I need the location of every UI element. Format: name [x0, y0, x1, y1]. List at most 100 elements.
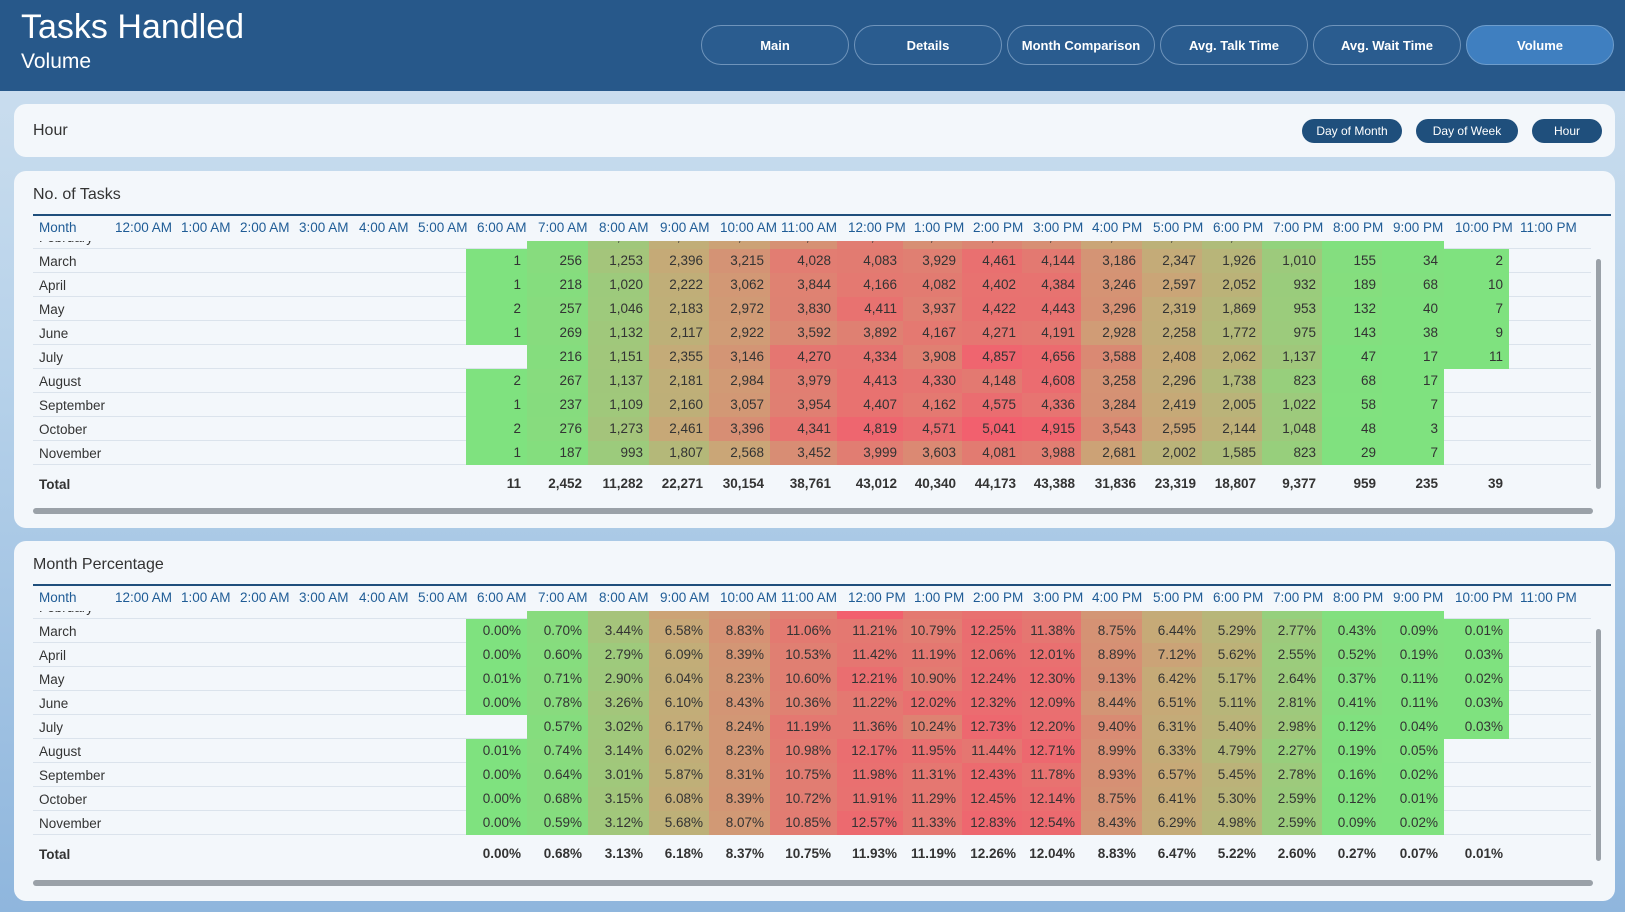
tasks-cell: 3,258 [1081, 369, 1142, 393]
nav-month-comparison-button[interactable]: Month Comparison [1007, 25, 1155, 65]
tasks-header-16[interactable]: 3:00 PM [1033, 220, 1084, 235]
tasks-cell: 3,246 [1081, 273, 1142, 297]
pct-header-23[interactable]: 10:00 PM [1455, 590, 1513, 605]
pct-header-10[interactable]: 9:00 AM [660, 590, 710, 605]
tasks-header-4[interactable]: 3:00 AM [299, 220, 349, 235]
pct-cell: 3.02% [588, 715, 649, 739]
pct-header-11[interactable]: 10:00 AM [720, 590, 778, 605]
pct-cell: 2.27% [1262, 739, 1322, 763]
tasks-header-14[interactable]: 1:00 PM [914, 220, 965, 235]
pct-header-5[interactable]: 4:00 AM [359, 590, 409, 605]
pct-header-17[interactable]: 4:00 PM [1092, 590, 1143, 605]
pct-header-21[interactable]: 8:00 PM [1333, 590, 1384, 605]
hour-button[interactable]: Hour [1532, 119, 1602, 143]
tasks-header-0[interactable]: Month [39, 220, 77, 235]
tasks-matrix: Month 12:00 AM 1:00 AM 2:00 AM 3:00 AM 4:00 A… [33, 214, 1611, 518]
pct-header-18[interactable]: 5:00 PM [1153, 590, 1204, 605]
tasks-cell: 4,162 [903, 393, 962, 417]
tasks-cell: 2,319 [1142, 297, 1202, 321]
pct-header-4[interactable]: 3:00 AM [299, 590, 349, 605]
pct-header-16[interactable]: 3:00 PM [1033, 590, 1084, 605]
pct-header-2[interactable]: 1:00 AM [181, 590, 231, 605]
nav-avg-wait-time-button[interactable]: Avg. Wait Time [1313, 25, 1461, 65]
tasks-header-18[interactable]: 5:00 PM [1153, 220, 1204, 235]
nav-details-button[interactable]: Details [854, 25, 1002, 65]
pct-cell: 0.19% [1382, 643, 1444, 667]
pct-header-15[interactable]: 2:00 PM [973, 590, 1024, 605]
tasks-cell: 4,413 [837, 369, 903, 393]
pct-cell: 8.43% [1081, 811, 1142, 835]
tasks-header-13[interactable]: 12:00 PM [848, 220, 906, 235]
tasks-cell: 5,041 [962, 417, 1022, 441]
percentage-vertical-scrollbar[interactable] [1596, 629, 1601, 861]
tasks-cell: 1,738 [1202, 369, 1262, 393]
pct-header-3[interactable]: 2:00 AM [240, 590, 290, 605]
tasks-header-12[interactable]: 11:00 AM [781, 220, 838, 235]
tasks-cell: 2,461 [649, 417, 709, 441]
pct-header-0[interactable]: Month [39, 590, 77, 605]
tasks-header-23[interactable]: 10:00 PM [1455, 220, 1513, 235]
pct-header-8[interactable]: 7:00 AM [538, 590, 588, 605]
tasks-header-8[interactable]: 7:00 AM [538, 220, 588, 235]
tasks-horizontal-scrollbar[interactable] [33, 508, 1593, 514]
nav-avg-talk-time-button[interactable]: Avg. Talk Time [1160, 25, 1308, 65]
tasks-header-20[interactable]: 7:00 PM [1273, 220, 1324, 235]
tasks-row: April 1 218 1,020 2,222 3,062 3,844 4,166 4,082 4… [33, 273, 1591, 297]
pct-row-month: November [39, 816, 102, 831]
pct-header-24[interactable]: 11:00 PM [1520, 590, 1577, 605]
tasks-header-21[interactable]: 8:00 PM [1333, 220, 1384, 235]
tasks-header-10[interactable]: 9:00 AM [660, 220, 710, 235]
nav-volume-button[interactable]: Volume [1466, 25, 1614, 65]
pct-header-14[interactable]: 1:00 PM [914, 590, 965, 605]
tasks-header-2[interactable]: 1:00 AM [181, 220, 231, 235]
tasks-header-3[interactable]: 2:00 AM [240, 220, 290, 235]
pct-cell: 2.78% [1262, 763, 1322, 787]
pct-row-month: October [39, 792, 88, 807]
tasks-header-9[interactable]: 8:00 AM [599, 220, 649, 235]
tasks-rows: February2051,1332,2332,7033,3114,0233,37… [33, 241, 1591, 473]
nav-main-button[interactable]: Main [701, 25, 849, 65]
pct-header-19[interactable]: 6:00 PM [1213, 590, 1264, 605]
pct-header-12[interactable]: 11:00 AM [781, 590, 838, 605]
tasks-cell: 155 [1322, 249, 1382, 273]
tasks-cell: 651 [1262, 241, 1322, 249]
day-of-week-button[interactable]: Day of Week [1416, 119, 1518, 143]
tasks-header-5[interactable]: 4:00 AM [359, 220, 409, 235]
tasks-header-24[interactable]: 11:00 PM [1520, 220, 1577, 235]
pct-header-1[interactable]: 12:00 AM [115, 590, 173, 605]
tasks-cell: 276 [527, 417, 588, 441]
pct-cell: 12.73% [962, 715, 1022, 739]
tasks-vertical-scrollbar[interactable] [1596, 259, 1601, 489]
tasks-header-22[interactable]: 9:00 PM [1393, 220, 1444, 235]
tasks-matrix-panel: No. of Tasks Month 12:00 AM 1:00 AM 2:00 AM… [14, 171, 1615, 528]
pct-row-month: March [39, 624, 77, 639]
pct-cell: 0.09% [1322, 811, 1382, 835]
tasks-header-11[interactable]: 10:00 AM [720, 220, 778, 235]
pct-header-9[interactable]: 8:00 AM [599, 590, 649, 605]
tasks-cell: 4,402 [962, 273, 1022, 297]
pct-header-7[interactable]: 6:00 AM [477, 590, 527, 605]
pct-cell: 2.59% [1262, 811, 1322, 835]
tasks-cell: 4,341 [770, 417, 837, 441]
tasks-header-17[interactable]: 4:00 PM [1092, 220, 1143, 235]
tasks-header-15[interactable]: 2:00 PM [973, 220, 1024, 235]
tasks-cell: 3 [1382, 417, 1444, 441]
tasks-header-1[interactable]: 12:00 AM [115, 220, 173, 235]
tasks-header-19[interactable]: 6:00 PM [1213, 220, 1264, 235]
tasks-header-7[interactable]: 6:00 AM [477, 220, 527, 235]
tasks-cell: 3,892 [837, 321, 903, 345]
pct-header-6[interactable]: 5:00 AM [418, 590, 468, 605]
percentage-horizontal-scrollbar[interactable] [33, 880, 1593, 886]
tasks-cell: 4,148 [962, 369, 1022, 393]
tasks-header-6[interactable]: 5:00 AM [418, 220, 468, 235]
pct-header-22[interactable]: 9:00 PM [1393, 590, 1444, 605]
pct-row: July 0.57% 3.02% 6.17% 8.24% 11.19% 11.36% 10.2… [33, 715, 1591, 739]
day-of-month-button[interactable]: Day of Month [1302, 119, 1402, 143]
pct-header-13[interactable]: 12:00 PM [848, 590, 906, 605]
pct-cell: 0.71% [527, 667, 588, 691]
tasks-cell: 3,311 [770, 241, 837, 249]
pct-cell: 11.36% [837, 715, 903, 739]
tasks-cell: 1 [466, 321, 527, 345]
pct-cell: 11.19% [770, 715, 837, 739]
pct-header-20[interactable]: 7:00 PM [1273, 590, 1324, 605]
